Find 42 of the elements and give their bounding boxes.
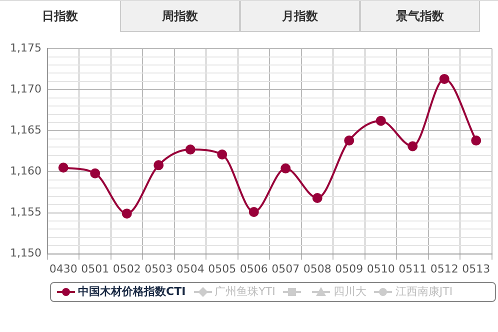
legend-label: 广州鱼珠YTI bbox=[214, 285, 276, 298]
x-tick-label: 0507 bbox=[272, 262, 300, 276]
point bbox=[90, 168, 100, 178]
y-tick-label: 1,155 bbox=[10, 206, 42, 219]
point bbox=[185, 144, 196, 155]
point bbox=[217, 149, 228, 160]
x-tick-label: 0502 bbox=[112, 262, 141, 276]
x-tick-label: 0505 bbox=[208, 262, 236, 276]
x-tick-label: 0501 bbox=[81, 262, 110, 276]
point bbox=[439, 74, 450, 84]
y-tick-label: 1,175 bbox=[10, 41, 42, 54]
x-tick-label: 0509 bbox=[335, 262, 364, 276]
point bbox=[122, 208, 132, 219]
text: 月指数 bbox=[240, 1, 360, 32]
x-tick-label: 0430 bbox=[49, 262, 78, 276]
x-tick-label: 0503 bbox=[144, 262, 173, 276]
point bbox=[408, 141, 418, 152]
legend-label: 中国木材价格指数CTI bbox=[78, 285, 186, 298]
legend-label: 江西南康JTI bbox=[395, 285, 453, 298]
point bbox=[312, 192, 322, 203]
point bbox=[376, 116, 386, 126]
text: 日指数 bbox=[0, 1, 120, 32]
y-tick-label: 1,170 bbox=[10, 82, 42, 96]
legend-label: 四川大 bbox=[333, 285, 366, 298]
text: 景气指数 bbox=[360, 1, 480, 32]
point bbox=[154, 160, 164, 170]
point bbox=[280, 163, 291, 174]
point bbox=[344, 136, 354, 146]
x-tick-label: 0508 bbox=[303, 262, 332, 276]
x-tick-label: 0511 bbox=[398, 262, 427, 276]
x-tick-label: 0513 bbox=[462, 262, 490, 276]
point bbox=[471, 136, 482, 146]
point bbox=[248, 206, 259, 217]
text: 周指数 bbox=[120, 1, 240, 32]
x-tick-label: 0506 bbox=[240, 262, 268, 276]
y-tick-label: 1,150 bbox=[10, 246, 42, 260]
point bbox=[58, 162, 68, 173]
x-tick-label: 0510 bbox=[366, 262, 395, 276]
y-tick-label: 1,160 bbox=[10, 164, 42, 178]
y-tick-label: 1,165 bbox=[10, 124, 42, 137]
x-tick-label: 0504 bbox=[176, 262, 204, 276]
x-tick-label: 0512 bbox=[430, 262, 458, 276]
